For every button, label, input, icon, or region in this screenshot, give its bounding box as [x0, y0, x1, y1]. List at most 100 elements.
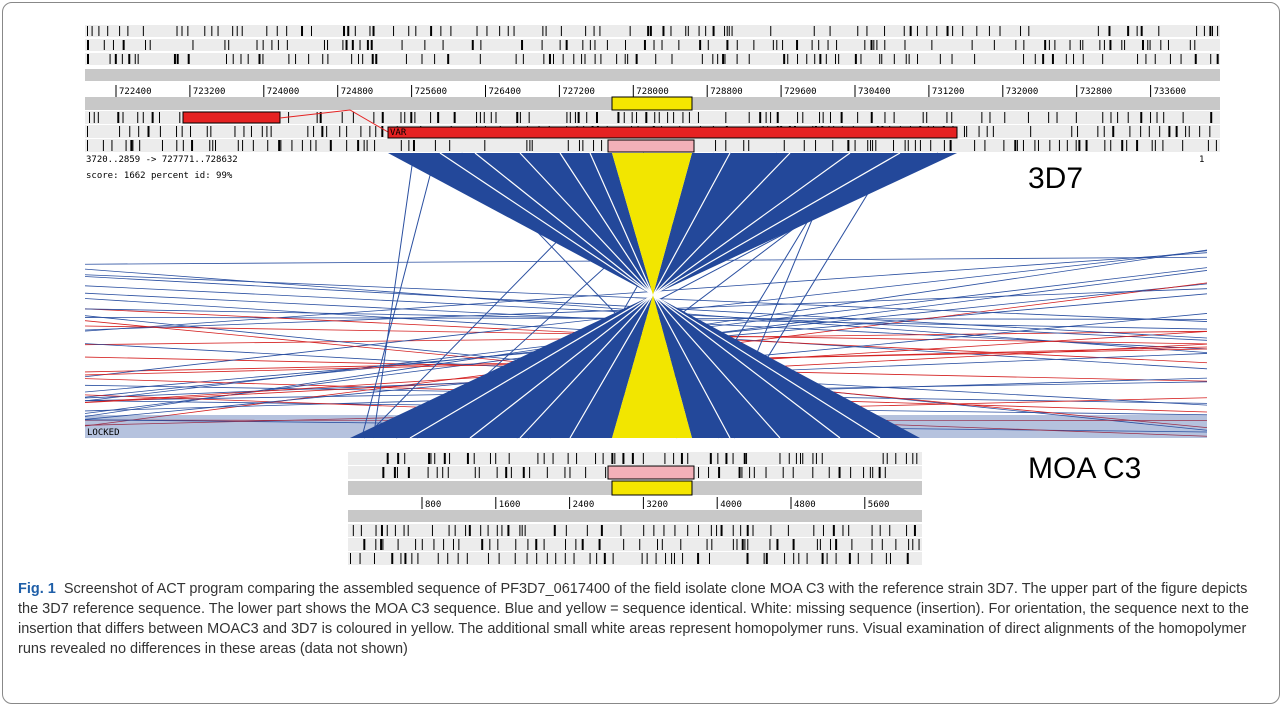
caption-text: Screenshot of ACT program comparing the … [18, 581, 1249, 657]
stop-codon [879, 54, 880, 64]
stop-codon [291, 140, 292, 151]
stop-codon [699, 40, 701, 50]
stop-codon [624, 112, 625, 123]
stop-codon [717, 54, 718, 64]
stop-codon [1004, 112, 1005, 123]
bottom-genome-label: MOA C3 [1028, 452, 1141, 485]
stop-codon [1195, 54, 1197, 64]
stop-codon [816, 453, 817, 464]
stop-codon [113, 40, 114, 50]
stop-codon [380, 539, 382, 550]
stop-codon [566, 525, 567, 536]
stop-codon [566, 112, 567, 123]
stop-codon [129, 126, 130, 137]
stop-codon [1194, 40, 1195, 50]
stop-codon [976, 26, 977, 36]
stop-codon [627, 54, 628, 64]
stop-codon [263, 40, 264, 50]
stop-codon [674, 525, 675, 536]
stop-codon [177, 54, 179, 64]
stop-codon [138, 54, 139, 64]
stop-codon [1049, 40, 1050, 50]
stop-codon [908, 539, 909, 550]
stop-codon [904, 26, 905, 36]
stop-codon [920, 140, 921, 151]
stop-codon [447, 553, 448, 564]
stop-codon [931, 40, 932, 50]
stop-codon [793, 539, 795, 550]
stop-codon [733, 539, 734, 550]
stop-codon [835, 54, 836, 64]
stop-codon [117, 112, 119, 123]
stop-codon [1182, 140, 1183, 151]
stop-codon [636, 112, 637, 123]
stop-codon [176, 126, 177, 137]
stop-codon [578, 112, 580, 123]
stop-codon [215, 140, 216, 151]
stop-codon [542, 40, 543, 50]
stop-codon [1054, 40, 1055, 50]
stop-codon [248, 54, 249, 64]
stop-codon [343, 26, 345, 36]
stop-codon [599, 26, 600, 36]
stop-codon [962, 26, 963, 36]
stop-codon [514, 26, 515, 36]
stop-codon [190, 126, 191, 137]
stop-codon [438, 553, 439, 564]
stop-codon [1140, 112, 1142, 123]
stop-codon [1137, 54, 1138, 64]
stop-codon [620, 525, 621, 536]
stop-codon [565, 539, 566, 550]
stop-codon [382, 112, 384, 123]
stop-codon [1015, 40, 1016, 50]
stop-codon [724, 54, 725, 64]
stop-codon [564, 467, 565, 478]
stop-codon [789, 453, 790, 464]
stop-codon [715, 140, 716, 151]
stop-codon [484, 140, 485, 151]
stop-codon [584, 54, 585, 64]
stop-codon [1028, 26, 1029, 36]
stop-codon [1155, 140, 1156, 151]
stop-codon [278, 140, 280, 151]
stop-codon [595, 54, 596, 64]
stop-codon [443, 539, 444, 550]
stop-codon [1083, 54, 1084, 64]
stop-codon [710, 453, 712, 464]
stop-codon [1020, 26, 1021, 36]
stop-codon [574, 553, 575, 564]
stop-codon [128, 54, 130, 64]
stop-codon [711, 525, 712, 536]
stop-codon [143, 26, 144, 36]
stop-codon [1000, 26, 1001, 36]
stop-codon [587, 525, 588, 536]
stop-codon [814, 26, 815, 36]
stop-codon [875, 140, 876, 151]
stop-codon [1104, 126, 1105, 137]
stop-codon [923, 112, 924, 123]
stop-codon [737, 54, 738, 64]
ruler-label: 728000 [636, 87, 669, 97]
stop-codon [508, 26, 509, 36]
stop-codon [1048, 112, 1049, 123]
stop-codon [984, 140, 985, 151]
stop-codon [497, 539, 498, 550]
stop-codon [410, 112, 412, 123]
stop-codon [367, 140, 368, 151]
page: 7224007232007240007248007256007264007272… [0, 0, 1284, 708]
stop-codon [823, 525, 824, 536]
stop-codon [415, 26, 416, 36]
stop-codon [822, 453, 823, 464]
stop-codon [884, 112, 885, 123]
stop-codon [645, 112, 647, 123]
stop-codon [480, 112, 481, 123]
stop-codon [295, 54, 296, 64]
stop-codon [813, 525, 814, 536]
stop-codon [1176, 126, 1178, 137]
stop-codon [718, 467, 720, 478]
stop-codon [480, 40, 481, 50]
stop-codon [467, 553, 468, 564]
stop-codon [233, 54, 234, 64]
stop-codon [989, 112, 990, 123]
stop-codon [819, 112, 820, 123]
